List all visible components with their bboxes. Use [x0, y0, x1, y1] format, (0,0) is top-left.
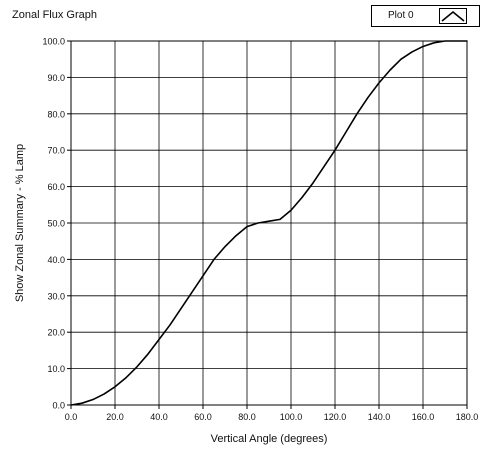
- data-point: [268, 220, 270, 222]
- x-tick-label: 80.0: [238, 412, 256, 422]
- data-point: [356, 113, 358, 115]
- data-point: [411, 51, 413, 53]
- x-tick-label: 160.0: [412, 412, 435, 422]
- x-tick-label: 40.0: [150, 412, 168, 422]
- data-point: [367, 96, 369, 98]
- data-point: [279, 218, 281, 220]
- data-point: [81, 402, 83, 404]
- data-point: [70, 404, 72, 406]
- data-point: [103, 393, 105, 395]
- data-point: [422, 45, 424, 47]
- legend-swatch[interactable]: [439, 8, 467, 24]
- y-tick-label: 60.0: [47, 182, 65, 192]
- y-tick-label: 50.0: [47, 219, 65, 229]
- y-tick-label: 0.0: [52, 401, 65, 411]
- data-point: [257, 222, 259, 224]
- x-tick-label: 140.0: [368, 412, 391, 422]
- data-point: [455, 40, 457, 42]
- data-point: [169, 324, 171, 326]
- grid: [70, 40, 468, 406]
- y-tick-label: 70.0: [47, 146, 65, 156]
- data-point: [312, 182, 314, 184]
- y-tick-labels: 0.0 10.0 20.0 30.0 40.0 50.0 60.0 70.0 80.0 90.0 1…: [42, 37, 65, 411]
- data-point: [235, 235, 237, 237]
- x-tick-labels: 0.0 20.0 40.0 60.0 80.0 100.0 120.0 140.0 160.0 1…: [65, 412, 479, 422]
- chart-title: Zonal Flux Graph: [12, 9, 97, 21]
- legend-label: Plot 0: [388, 10, 414, 21]
- y-tick-label: 80.0: [47, 109, 65, 119]
- x-tick-label: 120.0: [324, 412, 347, 422]
- y-tick-label: 40.0: [47, 255, 65, 265]
- data-point: [224, 245, 226, 247]
- data-point: [301, 196, 303, 198]
- data-point: [180, 307, 182, 309]
- y-axis-label: Show Zonal Summary - % Lamp: [14, 144, 26, 302]
- ticks: [67, 40, 468, 409]
- data-point: [345, 131, 347, 133]
- data-point: [290, 209, 292, 211]
- x-tick-label: 100.0: [280, 412, 303, 422]
- y-tick-label: 100.0: [42, 37, 65, 47]
- x-tick-label: 20.0: [106, 412, 124, 422]
- data-point: [334, 149, 336, 151]
- data-point: [191, 291, 193, 293]
- x-axis-label: Vertical Angle (degrees): [211, 433, 328, 445]
- line-style-icon: [441, 10, 465, 22]
- data-point: [400, 58, 402, 60]
- data-point: [433, 42, 435, 44]
- legend: Plot 0: [371, 5, 480, 27]
- data-point: [147, 353, 149, 355]
- y-tick-label: 30.0: [47, 291, 65, 301]
- data-point: [114, 386, 116, 388]
- data-point: [136, 366, 138, 368]
- data-point: [92, 398, 94, 400]
- series-line-plot-0: [70, 40, 468, 406]
- data-point: [125, 377, 127, 379]
- data-point: [444, 40, 446, 42]
- x-tick-label: 60.0: [194, 412, 212, 422]
- y-tick-label: 10.0: [47, 364, 65, 374]
- data-point: [378, 82, 380, 84]
- data-point: [158, 338, 160, 340]
- data-point: [466, 40, 468, 42]
- data-point: [246, 225, 248, 227]
- y-tick-label: 20.0: [47, 328, 65, 338]
- data-point: [202, 275, 204, 277]
- y-tick-label: 90.0: [47, 73, 65, 83]
- data-point: [213, 258, 215, 260]
- data-point: [323, 165, 325, 167]
- x-tick-label: 180.0: [456, 412, 479, 422]
- data-point: [389, 69, 391, 71]
- x-tick-label: 0.0: [65, 412, 78, 422]
